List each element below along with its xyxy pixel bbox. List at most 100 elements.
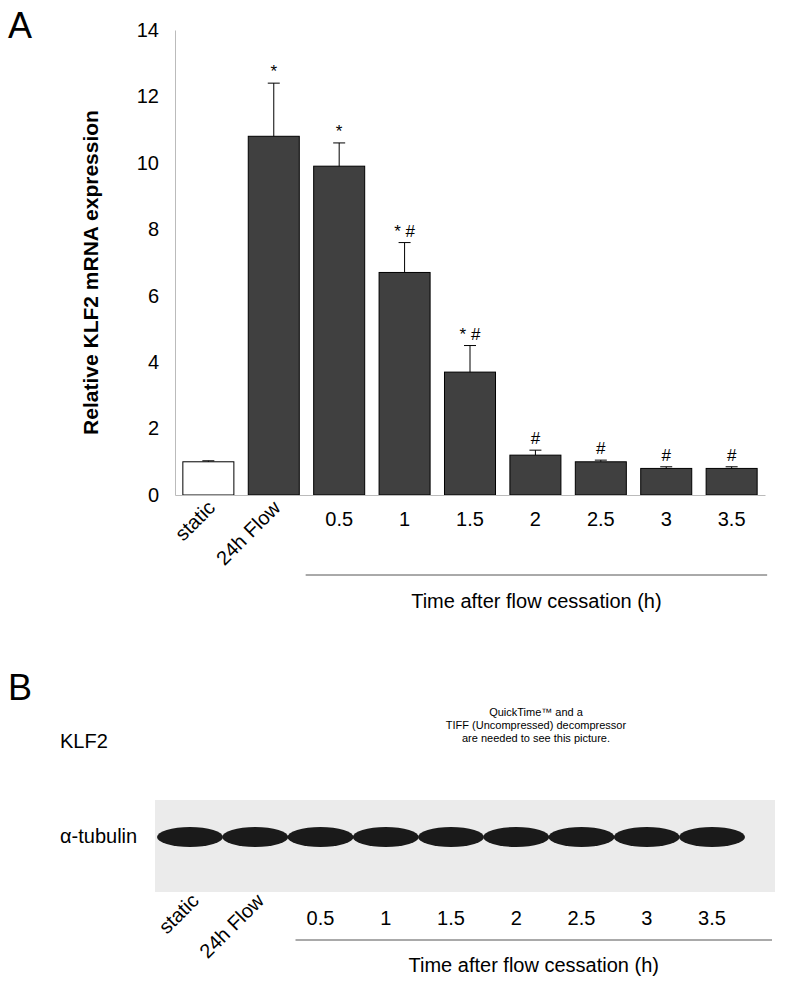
bar (444, 372, 495, 495)
y-tick: 2 (148, 417, 175, 439)
significance: # (661, 446, 671, 465)
lane-label: 2.5 (568, 907, 596, 929)
y-tick-label: 2 (148, 417, 159, 439)
x-tick: 3 (661, 495, 672, 530)
error-cap (399, 242, 411, 243)
error-bar (470, 346, 471, 373)
x-axis-title: Time after flow cessation (h) (411, 590, 661, 612)
bar (314, 166, 365, 495)
placeholder-text: are needed to see this picture. (462, 732, 610, 744)
band (288, 827, 354, 847)
x-tick: static (171, 495, 220, 545)
x-tick-label: 2.5 (587, 508, 615, 530)
bar (641, 468, 692, 495)
band (483, 827, 549, 847)
x-tick-label: 24h Flow (212, 496, 285, 569)
x-tick: 2.5 (587, 495, 615, 530)
y-tick: 10 (137, 152, 175, 174)
significance: * # (394, 222, 415, 241)
panel-letter: A (8, 5, 32, 46)
y-tick: 12 (137, 85, 175, 107)
y-axis: 0 2 4 6 8 10 12 14 (137, 19, 176, 506)
row-label: KLF2 (60, 730, 108, 752)
bars (183, 83, 757, 495)
lane-label: 1.5 (437, 907, 465, 929)
bar (183, 462, 234, 495)
figure: A02468101214Relative KLF2 mRNA expressio… (0, 0, 800, 990)
y-tick-label: 0 (148, 484, 159, 506)
lane-axis: static24h Flow 0.5 1 1.5 2 2.5 3 3.5 (154, 889, 726, 962)
y-tick-label: 10 (137, 152, 159, 174)
x-axis-line (176, 495, 766, 496)
y-tick: 0 (148, 484, 175, 506)
x-tick-label: 0.5 (325, 508, 353, 530)
band (353, 827, 419, 847)
y-tick-label: 12 (137, 85, 159, 107)
x-tick: 24h Flow (212, 495, 285, 569)
error-bar (273, 83, 274, 136)
error-bar (339, 143, 340, 166)
lane-label: 1 (380, 907, 391, 929)
band (222, 827, 288, 847)
significance: * # (460, 325, 481, 344)
lane-title: Time after flow cessation (h) (409, 954, 659, 976)
y-tick: 8 (148, 218, 175, 240)
x-tick: 0.5 (325, 495, 353, 530)
x-tick-label: 3.5 (718, 508, 746, 530)
bar (510, 455, 561, 495)
x-tick: 3.5 (718, 495, 746, 530)
group-bracket (306, 575, 767, 576)
panel-a: A02468101214Relative KLF2 mRNA expressio… (8, 5, 767, 612)
band (157, 827, 223, 847)
y-axis-line (175, 31, 176, 496)
y-tick-label: 4 (148, 351, 159, 373)
lane-label: 0.5 (307, 907, 335, 929)
lane-label: 24h Flow (195, 889, 268, 962)
y-tick-label: 6 (148, 285, 159, 307)
bar (379, 272, 430, 495)
error-cap (726, 466, 738, 467)
error-cap (333, 142, 345, 143)
lane-label: 3.5 (698, 907, 726, 929)
significance: * (336, 122, 343, 141)
y-tick: 14 (137, 19, 175, 41)
error-cap (464, 345, 476, 346)
bar (575, 462, 626, 495)
significance: # (727, 446, 737, 465)
error-cap (202, 460, 214, 461)
x-tick-label: 3 (661, 508, 672, 530)
y-tick: 4 (148, 351, 175, 373)
panel-b: BKLF2α-tubulinQuickTime™ and aTIFF (Unco… (8, 667, 775, 976)
panel-letter: B (8, 667, 32, 708)
y-tick-label: 14 (137, 19, 159, 41)
significance: # (531, 429, 541, 448)
lane-label: static (154, 889, 203, 938)
placeholder-text: QuickTime™ and a (489, 706, 584, 718)
error-bar (404, 243, 405, 273)
band (549, 827, 615, 847)
y-tick-label: 8 (148, 218, 159, 240)
y-tick: 6 (148, 285, 175, 307)
significance: * (270, 62, 277, 81)
x-tick-label: 2 (530, 508, 541, 530)
blot-film (155, 800, 775, 892)
x-axis: static24h Flow 0.5 1 1.5 2 2.5 3 3.5 (171, 495, 766, 569)
bands (157, 827, 745, 847)
significance: # (596, 439, 606, 458)
group-bracket (296, 940, 773, 941)
error-cap (268, 83, 280, 84)
error-cap (660, 466, 672, 467)
placeholder-text: TIFF (Uncompressed) decompressor (446, 719, 627, 731)
x-tick-label: 1 (399, 508, 410, 530)
band (679, 827, 745, 847)
lane-label: 3 (641, 907, 652, 929)
lane-label: 2 (511, 907, 522, 929)
error-cap (529, 450, 541, 451)
band (418, 827, 484, 847)
band (614, 827, 680, 847)
x-tick: 1.5 (456, 495, 484, 530)
x-tick-label: 1.5 (456, 508, 484, 530)
x-tick: 1 (399, 495, 410, 530)
error-bar (535, 450, 536, 455)
y-axis-title: Relative KLF2 mRNA expression (79, 110, 102, 435)
